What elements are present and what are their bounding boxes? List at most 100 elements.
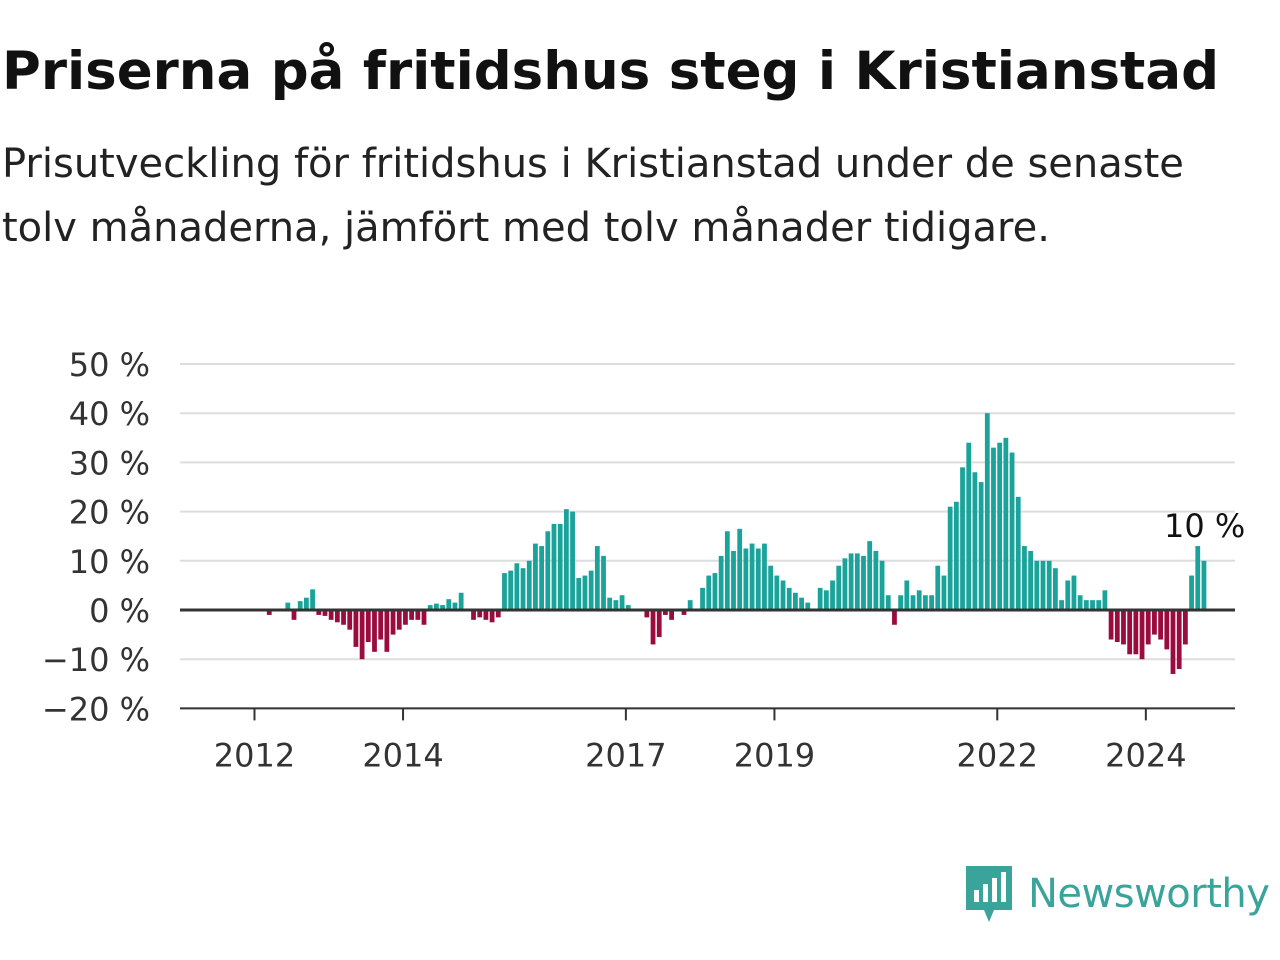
bar (1022, 546, 1027, 610)
bar (557, 523, 563, 610)
bar (1108, 610, 1114, 640)
bar (1096, 600, 1102, 610)
bar (1059, 600, 1064, 610)
bar (1182, 610, 1188, 645)
bar (396, 610, 402, 630)
bar (935, 565, 941, 610)
bar (768, 565, 774, 610)
bar (365, 610, 371, 642)
bar (316, 610, 322, 615)
bar (960, 467, 965, 610)
bar (477, 610, 483, 618)
bar (823, 590, 829, 610)
bar (854, 553, 860, 610)
bar (873, 550, 879, 610)
bar (669, 610, 674, 620)
bar (533, 543, 538, 610)
y-tick-label: 50 % (69, 346, 150, 384)
bar (328, 610, 334, 620)
newsworthy-brand-name: Newsworthy (1028, 871, 1270, 917)
bar (1009, 452, 1015, 610)
bar (495, 610, 501, 618)
bar (867, 541, 873, 610)
bar (353, 610, 359, 647)
bar (1083, 600, 1089, 610)
bar (489, 610, 495, 623)
y-tick-label: 10 % (69, 543, 150, 581)
bar (403, 610, 408, 625)
bar (1152, 610, 1157, 635)
bar (712, 573, 718, 610)
bar (427, 605, 433, 610)
bar (947, 506, 953, 610)
bar (266, 610, 272, 615)
bar (601, 555, 606, 610)
bar (1040, 560, 1046, 610)
bar (384, 610, 390, 652)
bar (1071, 575, 1077, 610)
bar (762, 543, 767, 610)
bar (576, 578, 582, 610)
bar (898, 595, 904, 610)
bar (1065, 580, 1071, 610)
bar (458, 592, 464, 610)
bar (452, 602, 458, 610)
bar (1046, 560, 1052, 610)
bar (594, 546, 600, 610)
bar (731, 550, 736, 610)
bar (471, 610, 476, 620)
bar (774, 575, 780, 610)
bar (1189, 575, 1194, 610)
bar (539, 546, 545, 610)
bar (916, 590, 922, 610)
x-tick-label: 2017 (585, 736, 666, 774)
bar (1201, 560, 1207, 610)
bar (563, 509, 569, 610)
bar (749, 543, 755, 610)
bar (1121, 610, 1126, 645)
bar (910, 595, 916, 610)
bar (582, 575, 588, 610)
bar (1028, 550, 1034, 610)
y-tick-label: 0 % (89, 592, 150, 630)
bar (805, 602, 811, 610)
bar (520, 568, 526, 610)
bar (972, 472, 978, 610)
bar (545, 531, 551, 610)
newsworthy-logo: Newsworthy (962, 862, 1270, 926)
newsworthy-logo-icon (966, 866, 1012, 922)
bar (508, 570, 514, 610)
bar (421, 610, 427, 625)
bar (310, 589, 315, 610)
bar (1158, 610, 1164, 640)
bar (799, 597, 804, 610)
bar (297, 601, 303, 610)
bar (991, 447, 996, 610)
bar (780, 580, 786, 610)
bar (1114, 610, 1120, 642)
bar (904, 580, 910, 610)
bar (836, 565, 842, 610)
bar (892, 610, 897, 625)
y-tick-label: −20 % (42, 690, 150, 728)
bar (997, 442, 1003, 610)
bar (341, 610, 346, 625)
bar (842, 558, 848, 610)
bar (663, 610, 668, 615)
bar (409, 610, 415, 620)
x-tick-label: 2012 (214, 736, 295, 774)
bar (551, 523, 557, 610)
bar (687, 600, 693, 610)
bar (378, 610, 384, 640)
bar (415, 610, 421, 620)
bar (650, 610, 656, 645)
bar (322, 610, 328, 616)
bar (793, 592, 798, 610)
bar (656, 610, 662, 638)
bar (724, 531, 730, 610)
bar (737, 528, 743, 610)
bar (1052, 568, 1058, 610)
bar (1034, 560, 1040, 610)
bar (953, 501, 959, 610)
chart-subtitle: Prisutveckling för fritidshus i Kristian… (2, 141, 1184, 251)
